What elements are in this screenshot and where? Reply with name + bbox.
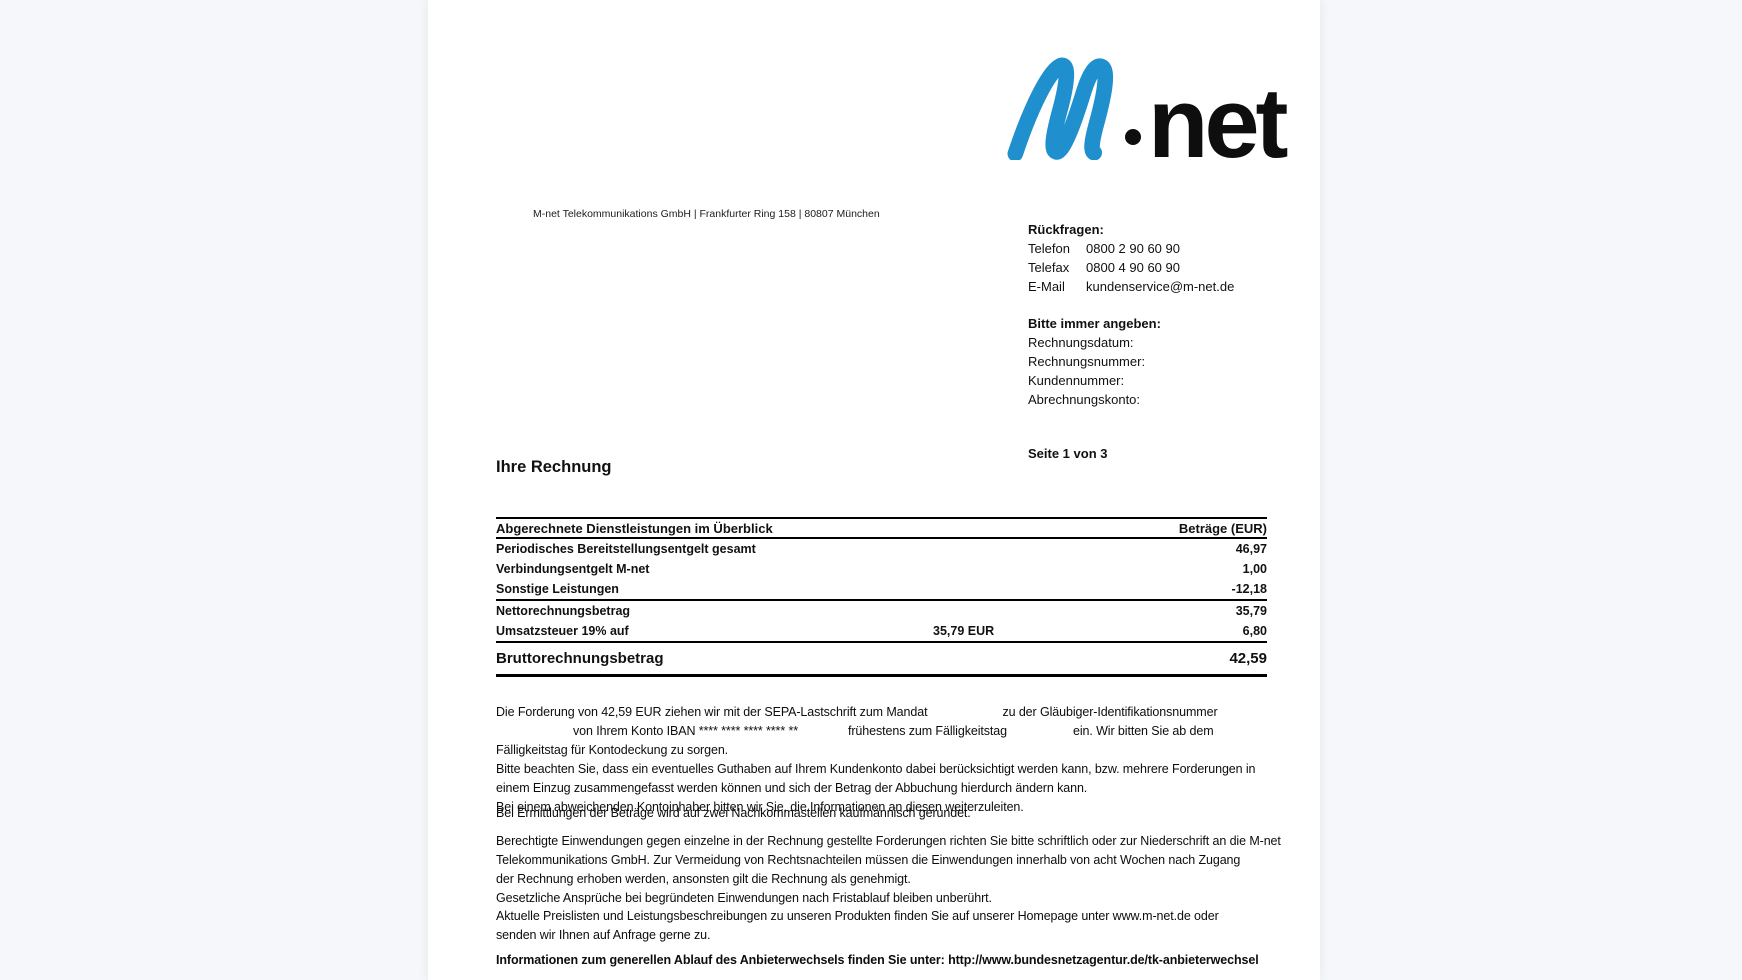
body-line: einem Einzug zusammengefasst werden könn… bbox=[496, 779, 1286, 798]
table-header-amounts: Beträge (EUR) bbox=[1178, 520, 1267, 536]
body-text-segment: Die Forderung von 42,59 EUR ziehen wir m… bbox=[496, 705, 928, 719]
reference-item: Abrechnungskonto: bbox=[1028, 392, 1141, 407]
body-text-segment: ein. Wir bitten Sie ab dem bbox=[1072, 724, 1214, 738]
body-line: Bei Ermittlungen der Beträge wird auf zw… bbox=[496, 804, 1286, 823]
contact-row: Telefon 0800 2 90 60 90 bbox=[1028, 239, 1234, 258]
table-row-value: 46,97 bbox=[1235, 542, 1267, 556]
body-text-segment: zu der Gläubiger-Identifikationsnummer bbox=[1002, 705, 1218, 719]
reference-items: Rechnungsdatum: Rechnungsnummer: Kundennum… bbox=[1028, 333, 1161, 409]
mnet-logo-text: net bbox=[1148, 66, 1288, 178]
body-line: Aktuelle Preislisten und Leistungsbeschr… bbox=[496, 907, 1286, 926]
table-subtotal-value: 35,79 bbox=[1235, 604, 1267, 618]
body-line: Die Forderung von 42,59 EUR ziehen wir m… bbox=[496, 703, 1286, 722]
reference-item: Rechnungsnummer: bbox=[1028, 354, 1146, 369]
body-line: Berechtigte Einwendungen gegen einzelne … bbox=[496, 832, 1286, 851]
summary-table-subtotals: Nettorechnungsbetrag 35,79 Umsatzsteuer … bbox=[496, 601, 1267, 643]
paragraph-rounding: Bei Ermittlungen der Beträge wird auf zw… bbox=[496, 804, 1286, 823]
paragraph-sepa-debit: Die Forderung von 42,59 EUR ziehen wir m… bbox=[496, 703, 1286, 817]
body-text-segment: frühestens zum Fälligkeitstag bbox=[848, 724, 1007, 738]
contact-rows: Telefon 0800 2 90 60 90 Telefax 0800 4 9… bbox=[1028, 239, 1234, 296]
summary-table-body: Periodisches Bereitstellungsentgelt gesa… bbox=[496, 539, 1267, 601]
table-subtotal-row: Nettorechnungsbetrag 35,79 bbox=[496, 601, 1267, 621]
summary-table-header: Abgerechnete Dienstleistungen im Überbli… bbox=[496, 517, 1267, 539]
body-line: von Ihrem Konto IBAN **** **** **** ****… bbox=[496, 722, 1286, 741]
contact-block: Rückfragen: Telefon 0800 2 90 60 90 Tele… bbox=[1028, 220, 1234, 296]
table-total-label: Bruttorechnungsbetrag bbox=[496, 650, 664, 667]
reference-block: Bitte immer angeben: Rechnungsdatum: Rech… bbox=[1028, 314, 1161, 409]
sender-address-line: M-net Telekommunikations GmbH | Frankfur… bbox=[533, 208, 880, 220]
body-line: Fälligkeitstag für Kontodeckung zu sorge… bbox=[496, 741, 1286, 760]
body-line: der Rechnung erhoben werden, ansonsten g… bbox=[496, 870, 1286, 889]
contact-row: Telefax 0800 4 90 60 90 bbox=[1028, 258, 1234, 277]
contact-label: Telefax bbox=[1028, 260, 1070, 275]
table-row-label: Sonstige Leistungen bbox=[496, 582, 619, 596]
table-header-services: Abgerechnete Dienstleistungen im Überbli… bbox=[496, 520, 773, 536]
body-text-segment: Bitte beachten Sie, dass ein eventuelles… bbox=[496, 762, 1256, 776]
table-subtotal-label: Umsatzsteuer 19% auf bbox=[496, 624, 629, 638]
body-line: senden wir Ihnen auf Anfrage gerne zu. bbox=[496, 926, 1286, 945]
table-subtotal-label: Nettorechnungsbetrag bbox=[496, 604, 631, 618]
table-row: Periodisches Bereitstellungsentgelt gesa… bbox=[496, 539, 1267, 559]
table-total-value: 42,59 bbox=[1229, 650, 1267, 667]
table-row-value: 1,00 bbox=[1242, 562, 1267, 576]
body-text-segment: Fälligkeitstag für Kontodeckung zu sorge… bbox=[496, 743, 729, 757]
body-text-segment: Gesetzliche Ansprüche bei begründeten Ei… bbox=[496, 891, 992, 905]
invoice-page: net M-net Telekommunikations GmbH | Fran… bbox=[428, 0, 1320, 980]
table-subtotal-value: 6,80 bbox=[1242, 624, 1267, 638]
table-total-row: Bruttorechnungsbetrag 42,59 bbox=[496, 643, 1267, 677]
contact-value: 0800 4 90 60 90 bbox=[1086, 260, 1180, 275]
body-text-segment: Informationen zum generellen Ablauf des … bbox=[496, 953, 1259, 967]
body-text-segment: einem Einzug zusammengefasst werden könn… bbox=[496, 781, 1088, 795]
mnet-logo-dot-icon bbox=[1125, 129, 1141, 145]
body-text-segment: Telekommunikations GmbH. Zur Vermeidung … bbox=[496, 853, 1241, 867]
body-line: Gesetzliche Ansprüche bei begründeten Ei… bbox=[496, 889, 1286, 908]
body-line: Informationen zum generellen Ablauf des … bbox=[496, 951, 1286, 970]
table-row-label: Periodisches Bereitstellungsentgelt gesa… bbox=[496, 542, 756, 556]
contact-label: Telefon bbox=[1028, 241, 1070, 256]
body-text-segment: Bei Ermittlungen der Beträge wird auf zw… bbox=[496, 806, 971, 820]
body-line: Bitte beachten Sie, dass ein eventuelles… bbox=[496, 760, 1286, 779]
summary-table: Abgerechnete Dienstleistungen im Überbli… bbox=[496, 517, 1267, 677]
page-indicator: Seite 1 von 3 bbox=[1028, 446, 1108, 461]
reference-heading: Bitte immer angeben: bbox=[1028, 316, 1161, 331]
contact-value: 0800 2 90 60 90 bbox=[1086, 241, 1180, 256]
paragraph-pricelists: Aktuelle Preislisten und Leistungsbeschr… bbox=[496, 907, 1286, 945]
contact-value: kundenservice@m-net.de bbox=[1086, 279, 1235, 294]
reference-item: Kundennummer: bbox=[1028, 373, 1125, 388]
paragraph-provider-change: Informationen zum generellen Ablauf des … bbox=[496, 951, 1286, 970]
body-line: Bei einem abweichenden Kontoinhaber bitt… bbox=[496, 798, 1286, 817]
body-text-segment: Aktuelle Preislisten und Leistungsbeschr… bbox=[496, 909, 1219, 923]
body-text-segment: der Rechnung erhoben werden, ansonsten g… bbox=[496, 872, 911, 886]
body-line: Telekommunikations GmbH. Zur Vermeidung … bbox=[496, 851, 1286, 870]
table-row-value: -12,18 bbox=[1231, 582, 1267, 596]
body-text-segment: senden wir Ihnen auf Anfrage gerne zu. bbox=[496, 928, 711, 942]
table-row: Verbindungsentgelt M-net 1,00 bbox=[496, 559, 1267, 579]
contact-heading: Rückfragen: bbox=[1028, 222, 1104, 237]
body-text-segment: von Ihrem Konto IBAN **** **** **** ****… bbox=[573, 724, 798, 738]
body-text-segment: Bei einem abweichenden Kontoinhaber bitt… bbox=[496, 800, 1024, 814]
table-row: Sonstige Leistungen -12,18 bbox=[496, 579, 1267, 599]
table-row-label: Verbindungsentgelt M-net bbox=[496, 562, 650, 576]
table-subtotal-mid-value: 35,79 EUR bbox=[933, 624, 995, 638]
mnet-logo-m-icon bbox=[1007, 57, 1114, 160]
table-subtotal-row: Umsatzsteuer 19% auf 35,79 EUR 6,80 bbox=[496, 621, 1267, 641]
paragraph-objections: Berechtigte Einwendungen gegen einzelne … bbox=[496, 832, 1286, 908]
contact-row: E-Mail kundenservice@m-net.de bbox=[1028, 277, 1234, 296]
reference-item: Rechnungsdatum: bbox=[1028, 335, 1134, 350]
contact-label: E-Mail bbox=[1028, 279, 1065, 294]
invoice-title: Ihre Rechnung bbox=[496, 458, 612, 476]
mnet-logo: net bbox=[1000, 52, 1288, 178]
body-text-segment: Berechtigte Einwendungen gegen einzelne … bbox=[496, 834, 1281, 848]
